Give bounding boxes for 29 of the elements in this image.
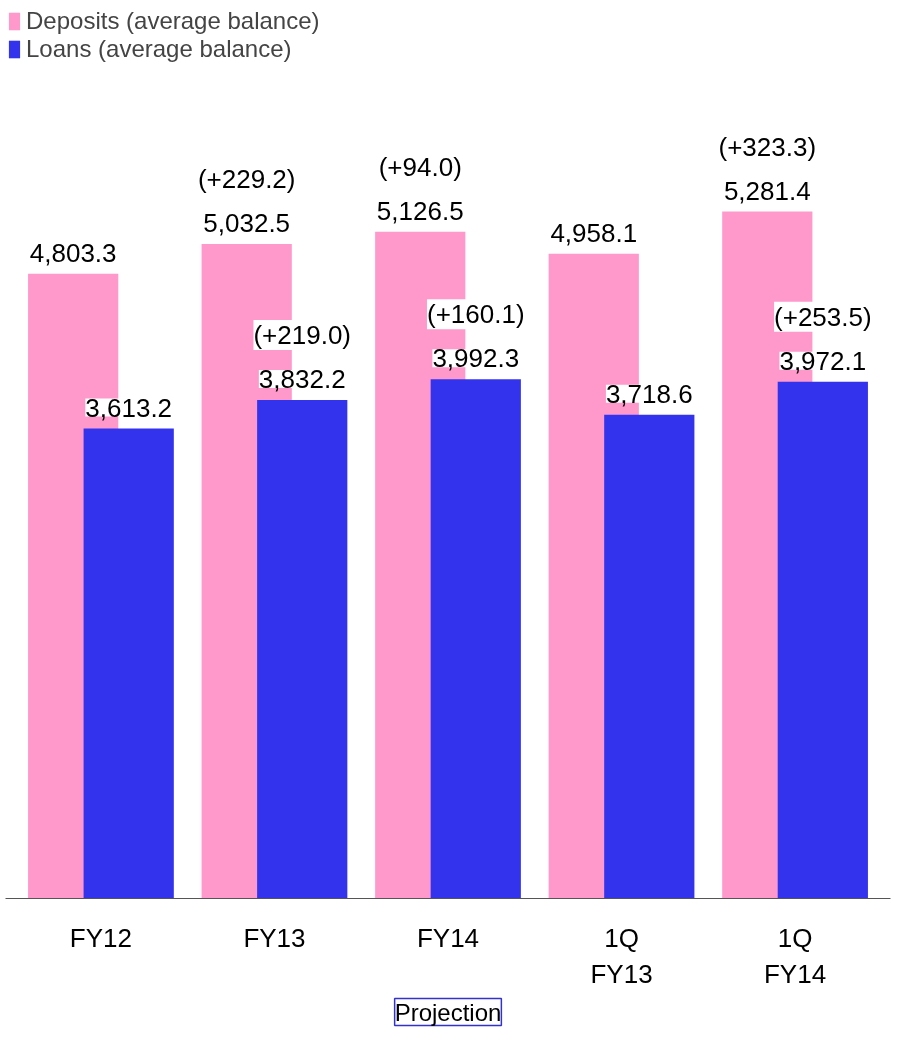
data-label: 3,992.3	[432, 343, 520, 374]
bar	[257, 400, 348, 899]
x-tick-label: FY13	[243, 922, 306, 953]
bar	[83, 428, 174, 899]
data-label: 4,958.1	[550, 217, 638, 248]
x-tick-label: 1Q FY14	[763, 922, 827, 989]
bar	[604, 414, 695, 899]
data-label: 5,281.4	[723, 175, 811, 206]
bar	[430, 379, 521, 899]
annotation: (+219.0)	[253, 320, 352, 351]
bar	[777, 381, 868, 899]
data-label: 4,803.3	[29, 237, 117, 268]
data-label: 3,613.2	[85, 392, 173, 423]
annotation: (+94.0)	[378, 151, 462, 182]
data-label: 5,126.5	[376, 195, 464, 226]
annotation: (+229.2)	[197, 163, 296, 194]
x-tick-label: FY14	[416, 922, 480, 953]
annotation: (+160.1)	[426, 299, 525, 330]
text: Projection	[394, 998, 502, 1026]
data-label: 3,972.1	[779, 345, 867, 376]
legend-label: Loans (average balance)	[26, 35, 292, 63]
legend-label: Deposits (average balance)	[26, 7, 320, 35]
x-tick-label: FY12	[69, 922, 133, 953]
data-label: 3,832.2	[258, 364, 346, 395]
annotation: (+253.5)	[774, 301, 872, 332]
data-label: 3,718.6	[605, 378, 693, 409]
data-label: 5,032.5	[203, 207, 291, 238]
x-tick-label: 1Q FY13	[590, 922, 653, 989]
annotation: (+323.3)	[718, 131, 817, 162]
